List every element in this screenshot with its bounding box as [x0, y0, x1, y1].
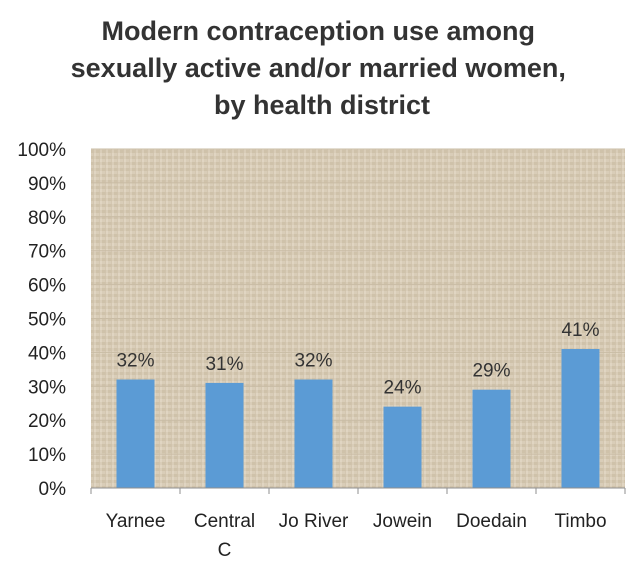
y-tick-label: 100% — [17, 140, 66, 161]
x-tick-label: Doedain — [456, 511, 527, 532]
chart-title-line-1: Modern contraception use among — [101, 16, 535, 46]
y-tick-label: 40% — [28, 343, 66, 364]
chart-title-line-3: by health district — [214, 90, 430, 120]
bar — [205, 382, 244, 488]
y-tick-label: 10% — [28, 445, 66, 466]
x-axis-labels: Yarnee Central C Jo River Jowein Doedain Timbo — [106, 511, 607, 561]
y-tick-label: 70% — [28, 242, 66, 263]
bar — [294, 379, 333, 488]
y-tick-label: 50% — [28, 310, 66, 331]
chart-title: Modern contraception use among sexually … — [71, 16, 574, 120]
data-label: 32% — [294, 351, 332, 372]
y-tick-label: 90% — [28, 174, 66, 195]
x-tick-label: Jo River — [279, 511, 349, 532]
data-label: 41% — [561, 320, 599, 341]
data-label: 29% — [472, 361, 510, 382]
bar — [383, 406, 422, 488]
data-label: 24% — [383, 378, 421, 399]
data-labels: 32% 31% 32% 24% 29% 41% — [116, 320, 599, 399]
bar — [561, 349, 600, 488]
x-tick-label: Timbo — [554, 511, 606, 532]
y-tick-label: 60% — [28, 276, 66, 297]
x-tick-label: Central C — [194, 511, 255, 561]
bars — [116, 349, 600, 488]
bar — [116, 379, 155, 488]
y-tick-label: 80% — [28, 208, 66, 229]
gridlines — [90, 148, 626, 494]
chart-title-line-2: sexually active and/or married women, — [71, 53, 566, 83]
x-tick-label: Yarnee — [106, 511, 166, 532]
y-tick-label: 30% — [28, 377, 66, 398]
y-axis-ticks: 0% 10% 20% 30% 40% 50% 60% 70% 80% 90% 100% — [17, 140, 66, 500]
y-tick-label: 0% — [39, 479, 67, 500]
bar — [472, 389, 511, 488]
data-label: 32% — [116, 351, 154, 372]
y-tick-label: 20% — [28, 411, 66, 432]
data-label: 31% — [205, 354, 243, 375]
x-tick-label: Jowein — [373, 511, 432, 532]
